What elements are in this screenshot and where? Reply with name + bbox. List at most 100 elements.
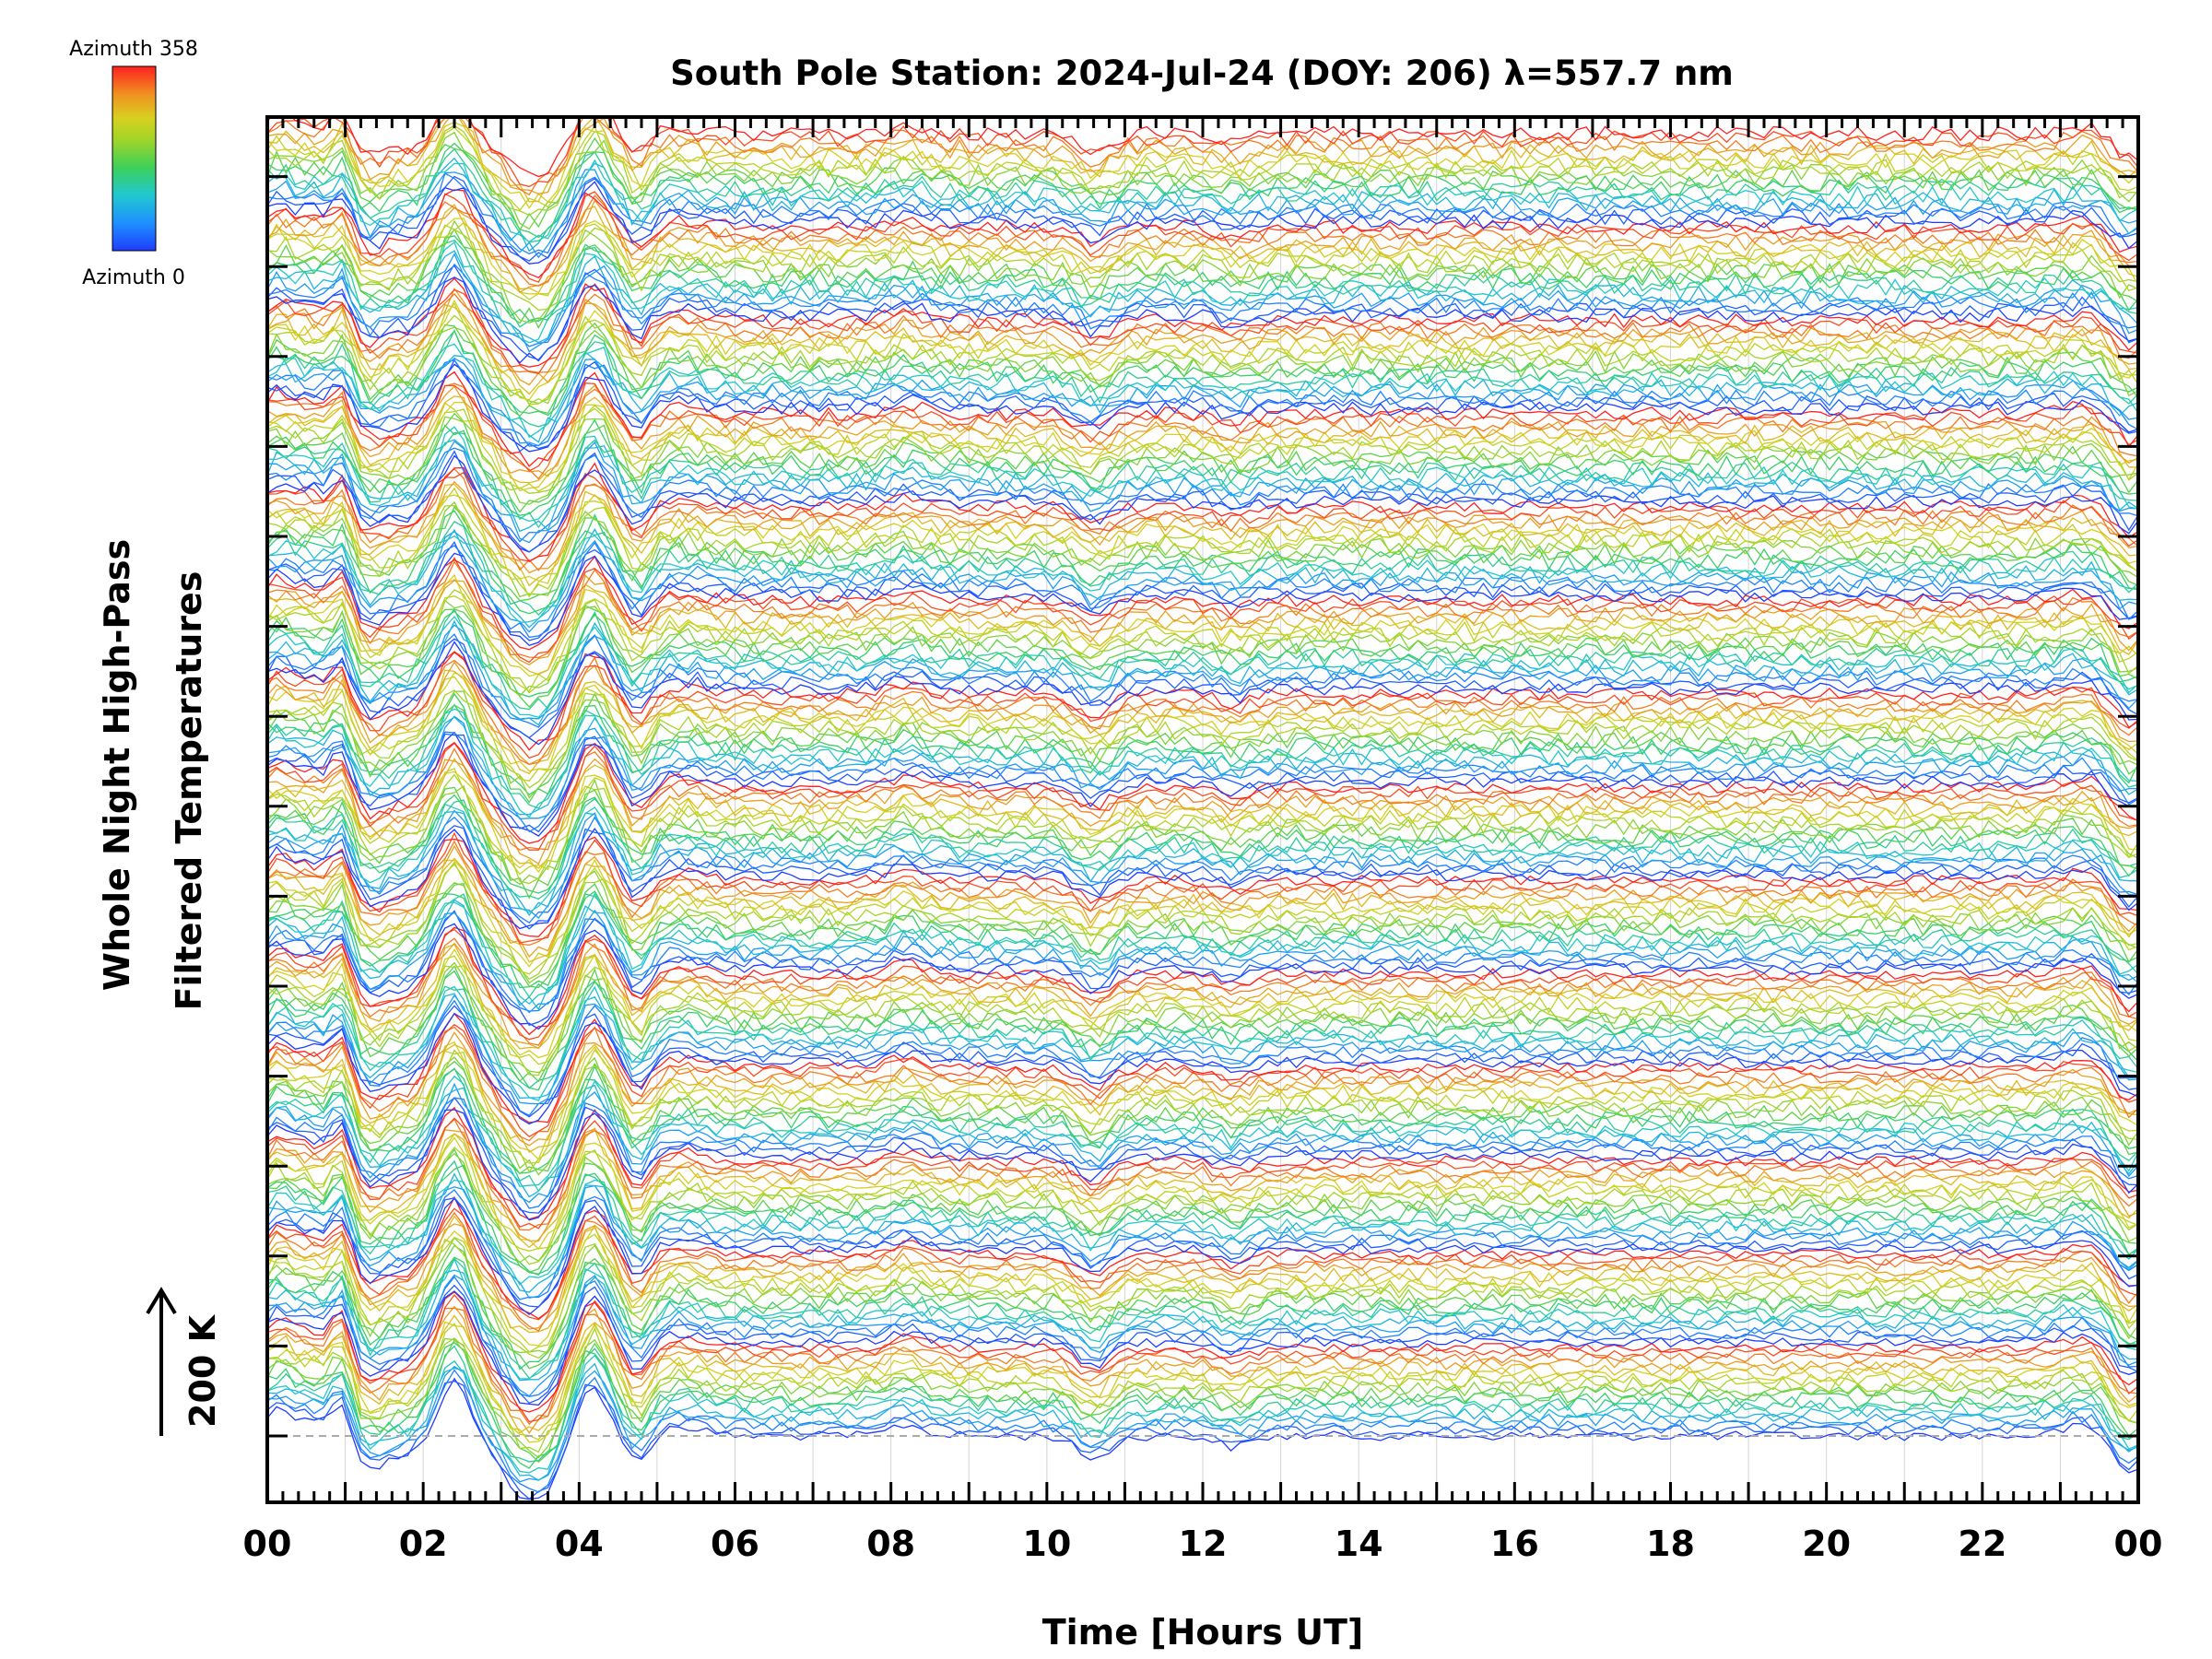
series-line bbox=[267, 980, 2138, 1089]
series-line bbox=[267, 831, 2138, 944]
series-line bbox=[267, 560, 2138, 659]
colorbar-bottom-label: Azimuth 0 bbox=[82, 266, 185, 289]
series-line bbox=[267, 857, 2138, 963]
series-line bbox=[267, 328, 2138, 428]
series-line bbox=[267, 1197, 2138, 1316]
series-line bbox=[267, 142, 2138, 239]
series-layer bbox=[267, 117, 2138, 1500]
colorbar-top-label: Azimuth 358 bbox=[69, 38, 198, 61]
series-line bbox=[267, 1293, 2138, 1423]
series-line bbox=[267, 1244, 2138, 1370]
series-line bbox=[267, 1365, 2138, 1483]
series-line bbox=[267, 926, 2138, 1036]
series-line bbox=[267, 892, 2138, 1005]
series-line bbox=[267, 276, 2138, 364]
series-line bbox=[267, 1172, 2138, 1293]
x-tick-label: 06 bbox=[711, 1524, 759, 1564]
series-line bbox=[267, 302, 2138, 395]
series-line bbox=[267, 159, 2138, 243]
series-line bbox=[267, 858, 2138, 968]
series-line bbox=[267, 358, 2138, 447]
scale-arrow-icon bbox=[146, 1287, 177, 1436]
series-line bbox=[267, 1146, 2138, 1265]
series-line bbox=[267, 731, 2138, 833]
series-line bbox=[267, 579, 2138, 676]
x-tick-labels: 00 02 04 06 08 10 12 14 16 18 20 22 00 bbox=[243, 1524, 2163, 1564]
series-line bbox=[267, 439, 2138, 533]
series-line bbox=[267, 299, 2138, 401]
series-line bbox=[267, 416, 2138, 505]
series-line bbox=[267, 816, 2138, 924]
x-tick-label: 00 bbox=[243, 1524, 292, 1564]
series-line bbox=[267, 1117, 2138, 1230]
series-line bbox=[267, 825, 2138, 930]
x-tick-label: 10 bbox=[1022, 1524, 1071, 1564]
series-line bbox=[267, 955, 2138, 1065]
series-line bbox=[267, 505, 2138, 602]
series-line bbox=[267, 741, 2138, 844]
series-line bbox=[267, 1321, 2138, 1443]
series-line bbox=[267, 253, 2138, 353]
series-line bbox=[267, 462, 2138, 563]
series-line bbox=[267, 191, 2138, 283]
series-line bbox=[267, 1179, 2138, 1286]
series-line bbox=[267, 384, 2138, 477]
series-line bbox=[267, 418, 2138, 516]
series-line bbox=[267, 1207, 2138, 1321]
series-line bbox=[267, 404, 2138, 494]
series-line bbox=[267, 619, 2138, 726]
x-tick-label: 04 bbox=[555, 1524, 604, 1564]
chart-title: South Pole Station: 2024-Jul-24 (DOY: 20… bbox=[670, 53, 1734, 93]
series-line bbox=[267, 521, 2138, 617]
series-line bbox=[267, 493, 2138, 584]
series-line bbox=[267, 557, 2138, 664]
x-tick-label: 02 bbox=[399, 1524, 448, 1564]
series-line bbox=[267, 343, 2138, 439]
series-line bbox=[267, 910, 2138, 1027]
ticks bbox=[265, 117, 2140, 1502]
series-line bbox=[267, 359, 2138, 447]
series-line bbox=[267, 194, 2138, 287]
series-line bbox=[267, 454, 2138, 553]
series-line bbox=[267, 758, 2138, 865]
series-line bbox=[267, 689, 2138, 789]
series-line bbox=[267, 607, 2138, 711]
series-line bbox=[267, 1196, 2138, 1308]
series-line bbox=[267, 638, 2138, 739]
series-line bbox=[267, 221, 2138, 300]
series-line bbox=[267, 1041, 2138, 1161]
series-line bbox=[267, 1305, 2138, 1434]
series-line bbox=[267, 767, 2138, 876]
series-line bbox=[267, 731, 2138, 837]
series-line bbox=[267, 1128, 2138, 1242]
series-line bbox=[267, 1049, 2138, 1173]
series-line bbox=[267, 899, 2138, 1011]
series-line bbox=[267, 827, 2138, 930]
series-line bbox=[267, 1236, 2138, 1354]
series-line bbox=[267, 1164, 2138, 1277]
series-line bbox=[267, 676, 2138, 782]
series-line bbox=[267, 175, 2138, 262]
series-line bbox=[267, 136, 2138, 231]
series-line bbox=[267, 250, 2138, 344]
series-line bbox=[267, 985, 2138, 1101]
x-tick-label: 16 bbox=[1490, 1524, 1539, 1564]
series-line bbox=[267, 1147, 2138, 1274]
series-line bbox=[267, 1097, 2138, 1209]
series-line bbox=[267, 447, 2138, 543]
series-line bbox=[267, 1060, 2138, 1175]
series-line bbox=[267, 431, 2138, 529]
series-line bbox=[267, 535, 2138, 623]
series-line bbox=[267, 1152, 2138, 1264]
series-line bbox=[267, 241, 2138, 344]
series-line bbox=[267, 240, 2138, 328]
series-line bbox=[267, 218, 2138, 297]
series-line bbox=[267, 265, 2138, 360]
x-tick-label: 20 bbox=[1802, 1524, 1851, 1564]
series-line bbox=[267, 1215, 2138, 1334]
series-line bbox=[267, 382, 2138, 480]
series-line bbox=[267, 1354, 2138, 1474]
series-line bbox=[267, 189, 2138, 278]
